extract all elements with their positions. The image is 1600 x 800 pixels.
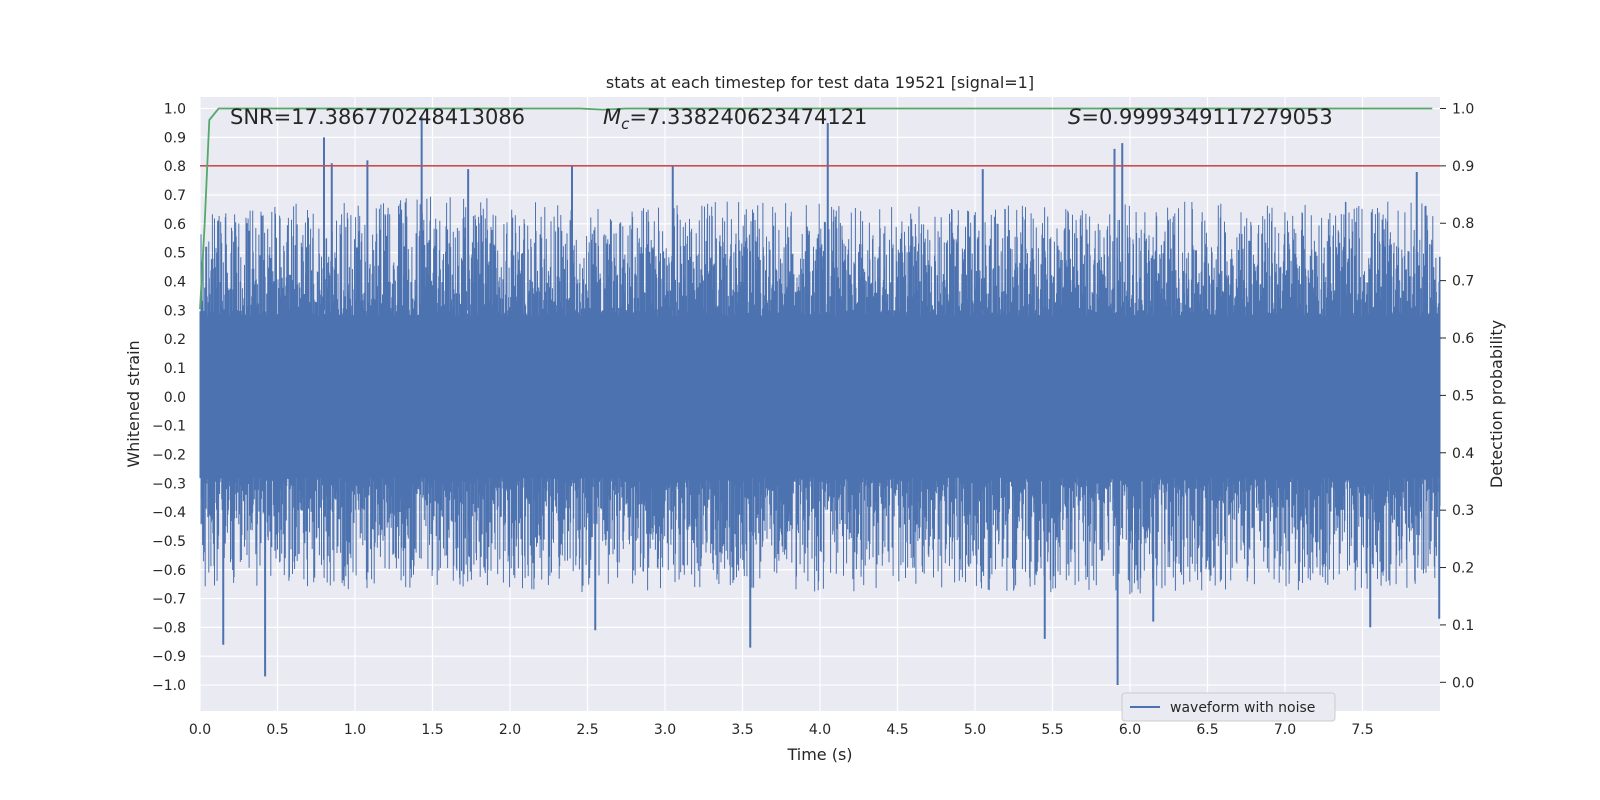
y-left-tick-label: 0.0 bbox=[164, 390, 186, 406]
y-right-tick-label: 0.5 bbox=[1452, 388, 1474, 404]
x-axis-label: Time (s) bbox=[786, 745, 852, 764]
y-left-tick-label: 0.1 bbox=[164, 361, 186, 377]
y-left-tick-label: 0.4 bbox=[164, 274, 186, 290]
y-axis-right-label: Detection probability bbox=[1487, 320, 1506, 488]
x-tick-label: 4.0 bbox=[809, 722, 831, 738]
x-tick-label: 0.0 bbox=[189, 722, 211, 738]
x-tick-label: 7.5 bbox=[1351, 722, 1373, 738]
y-left-tick-label: 0.6 bbox=[164, 217, 186, 233]
y-right-tick-label: 0.0 bbox=[1452, 675, 1474, 691]
y-left-tick-label: 0.3 bbox=[164, 303, 186, 319]
x-tick-label: 6.0 bbox=[1119, 722, 1141, 738]
y-left-tick-label: 0.9 bbox=[164, 130, 186, 146]
x-tick-label: 7.0 bbox=[1274, 722, 1296, 738]
y-right-tick-label: 0.8 bbox=[1452, 216, 1474, 232]
y-left-tick-label: 0.5 bbox=[164, 246, 186, 262]
x-tick-label: 5.0 bbox=[964, 722, 986, 738]
y-left-tick-label: −0.7 bbox=[152, 592, 186, 608]
x-tick-label: 4.5 bbox=[886, 722, 908, 738]
y-left-tick-label: −0.9 bbox=[152, 649, 186, 665]
y-right-tick-label: 0.7 bbox=[1452, 274, 1474, 290]
detection-probability-line bbox=[199, 107, 1433, 310]
snr-annotation: SNR=17.386770248413086 bbox=[230, 105, 525, 129]
y-axis-right-ticks: 1.0 0.9 0.8 0.7 0.6 0.5 0.4 0.3 0.2 0.1 0.0 bbox=[1440, 101, 1474, 691]
y-right-tick-label: 0.4 bbox=[1452, 446, 1474, 462]
y-right-tick-label: 0.6 bbox=[1452, 331, 1474, 347]
y-axis-left-label: Whitened strain bbox=[124, 340, 143, 467]
y-left-tick-label: 0.2 bbox=[164, 332, 186, 348]
y-left-tick-label: −0.5 bbox=[152, 534, 186, 550]
y-right-tick-label: 0.1 bbox=[1452, 618, 1474, 634]
x-tick-label: 2.0 bbox=[499, 722, 521, 738]
chirp-mass-symbol: M bbox=[603, 105, 621, 129]
y-right-tick-label: 0.3 bbox=[1452, 503, 1474, 519]
x-axis-ticks: 0.0 0.5 1.0 1.5 2.0 2.5 3.0 3.5 4.0 4.5 5.0 5.5 6.0 6… bbox=[189, 722, 1374, 738]
x-tick-label: 5.5 bbox=[1041, 722, 1063, 738]
y-left-tick-label: −0.1 bbox=[152, 419, 186, 435]
y-axis-left-ticks: 1.0 0.9 0.8 0.7 0.6 0.5 0.4 0.3 0.2 0.1 0.0 −0.1 −0.… bbox=[152, 102, 186, 695]
x-tick-label: 1.0 bbox=[344, 722, 366, 738]
legend: waveform with noise bbox=[1121, 692, 1336, 722]
score-annotation: S=0.9999349117279053 bbox=[1068, 105, 1333, 129]
x-tick-label: 3.0 bbox=[654, 722, 676, 738]
chirp-mass-subscript: c bbox=[621, 115, 630, 133]
y-left-tick-label: 1.0 bbox=[164, 102, 186, 118]
y-right-tick-label: 1.0 bbox=[1452, 101, 1474, 117]
chirp-mass-annotation: Mc=7.338240623474121 bbox=[603, 105, 867, 133]
y-left-tick-label: −0.6 bbox=[152, 563, 186, 579]
waveform-line bbox=[199, 196, 1441, 595]
x-tick-label: 6.5 bbox=[1196, 722, 1218, 738]
probability-series bbox=[199, 107, 1440, 310]
y-left-tick-label: −0.3 bbox=[152, 476, 186, 492]
score-symbol: S bbox=[1068, 105, 1081, 129]
y-left-tick-label: −0.2 bbox=[152, 447, 186, 463]
y-left-tick-label: −0.4 bbox=[152, 505, 186, 521]
x-tick-label: 3.5 bbox=[731, 722, 753, 738]
chirp-mass-value: =7.338240623474121 bbox=[629, 105, 867, 129]
x-tick-label: 2.5 bbox=[576, 722, 598, 738]
y-left-tick-label: 0.8 bbox=[164, 159, 186, 175]
legend-box bbox=[1121, 692, 1336, 722]
x-tick-label: 0.5 bbox=[266, 722, 288, 738]
y-left-tick-label: −1.0 bbox=[152, 678, 186, 694]
waveform-series bbox=[199, 117, 1441, 686]
chart-title: stats at each timestep for test data 195… bbox=[606, 73, 1034, 92]
y-left-tick-label: 0.7 bbox=[164, 188, 186, 204]
y-left-tick-label: −0.8 bbox=[152, 620, 186, 636]
score-value: =0.9999349117279053 bbox=[1081, 105, 1332, 129]
legend-waveform-label: waveform with noise bbox=[1170, 700, 1315, 716]
x-tick-label: 1.5 bbox=[421, 722, 443, 738]
y-right-tick-label: 0.9 bbox=[1452, 159, 1474, 175]
y-right-tick-label: 0.2 bbox=[1452, 561, 1474, 577]
